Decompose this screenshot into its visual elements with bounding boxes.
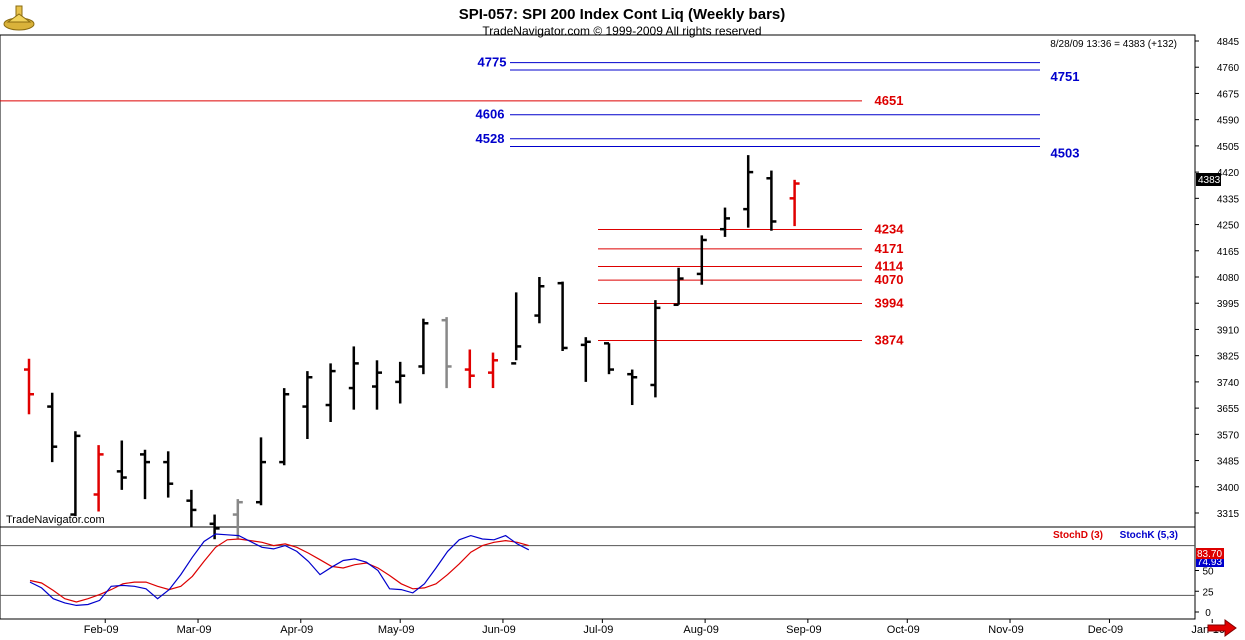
price-tick-label: 4335 [1217,194,1240,205]
price-levels: 4775 4751 4651 4606 4528 4503 4234 4171 41144070… [0,55,1079,348]
date-tick-label: Mar-09 [177,624,212,636]
price-tick-label: 4675 [1217,89,1240,100]
price-tick-label: 4080 [1217,273,1240,284]
price-tick-label: 3740 [1217,378,1240,389]
date-tick-label: Oct-09 [887,624,920,636]
price-tick-label: 4165 [1217,247,1240,258]
indicator-panel-frame [0,526,1196,620]
last-quote-label: 8/28/09 13:36 = 4383 (+132) [1050,39,1177,50]
stoch-tick-label: 50 [1202,567,1214,578]
stochd-line [29,538,529,603]
price-tick-label: 3910 [1217,325,1240,336]
stoch-tick-label: 25 [1202,587,1214,598]
stochk-line [29,533,530,607]
price-tick-label: 4250 [1217,221,1240,232]
price-level-label: 3994 [875,296,905,311]
stochd-value-tag: 83.70 [1197,549,1222,560]
price-level-label: 4606 [476,107,505,122]
watermark-text: TradeNavigator.com [6,514,105,526]
price-level-label: 4528 [476,131,505,146]
stochk-legend: StochK (5,3) [1120,530,1178,541]
stochastic-panel: 50 25 0 [0,533,1214,619]
copyright-line: TradeNavigator.com © 1999-2009 All right… [482,24,761,38]
current-price-tag-bg [1196,173,1221,186]
price-level-label: 4171 [875,241,904,256]
price-tick-label: 4420 [1217,168,1240,179]
stochd-value-tag-bg [1196,548,1224,559]
price-level-label: 4114 [875,259,904,274]
stoch-tick-label: 0 [1205,608,1211,619]
stochk-value-tag-bg [1196,556,1224,567]
price-tick-label: 3995 [1217,299,1240,310]
price-tick-label: 3400 [1217,483,1240,494]
price-level-label: 3874 [875,333,905,348]
date-tick-label: Nov-09 [988,624,1023,636]
price-level-label: 4503 [1051,146,1080,161]
price-panel-frame [0,34,1196,528]
date-tick-label: Dec-09 [1088,624,1123,636]
scroll-right-arrow-icon[interactable] [1207,619,1237,637]
price-tick-label: 3655 [1217,404,1240,415]
price-tick-label: 4845 [1217,37,1240,48]
price-tick-label: 3570 [1217,430,1240,441]
date-tick-label: May-09 [378,624,415,636]
date-tick-label: Feb-09 [84,624,119,636]
price-tick-label: 3315 [1217,509,1240,520]
stochk-value-tag: 74.93 [1197,557,1222,568]
date-tick-label: Sep-09 [786,624,821,636]
current-price-tag: 4383 [1198,175,1221,186]
price-tick-label: 4760 [1217,63,1240,74]
date-tick-label: Aug-09 [683,624,718,636]
stochd-legend: StochD (3) [1053,530,1103,541]
price-axis: 4845 4760 4675 4590 4505 4420 4335 4250 4165 4080… [1195,37,1240,520]
price-level-label: 4775 [478,55,507,70]
date-tick-label: Apr-09 [280,624,313,636]
date-axis: Feb-09 Mar-09 Apr-09 May-09 Jun-09 Jul-09 Aug-… [84,619,1225,636]
price-tick-label: 4590 [1217,116,1240,127]
trade-navigator-logo[interactable] [3,5,35,31]
price-tick-label: 3825 [1217,352,1240,363]
price-level-label: 4751 [1051,69,1080,84]
date-tick-label: Jul-09 [583,624,613,636]
chart-title: SPI-057: SPI 200 Index Cont Liq (Weekly … [459,6,786,23]
price-level-label: 4234 [875,221,905,236]
price-level-label: 4070 [875,272,904,287]
price-tick-label: 3485 [1217,457,1240,468]
price-tick-label: 4505 [1217,142,1240,153]
ohlc-bars [24,155,800,540]
price-level-label: 4651 [875,93,904,108]
date-tick-label: Jun-09 [482,624,516,636]
